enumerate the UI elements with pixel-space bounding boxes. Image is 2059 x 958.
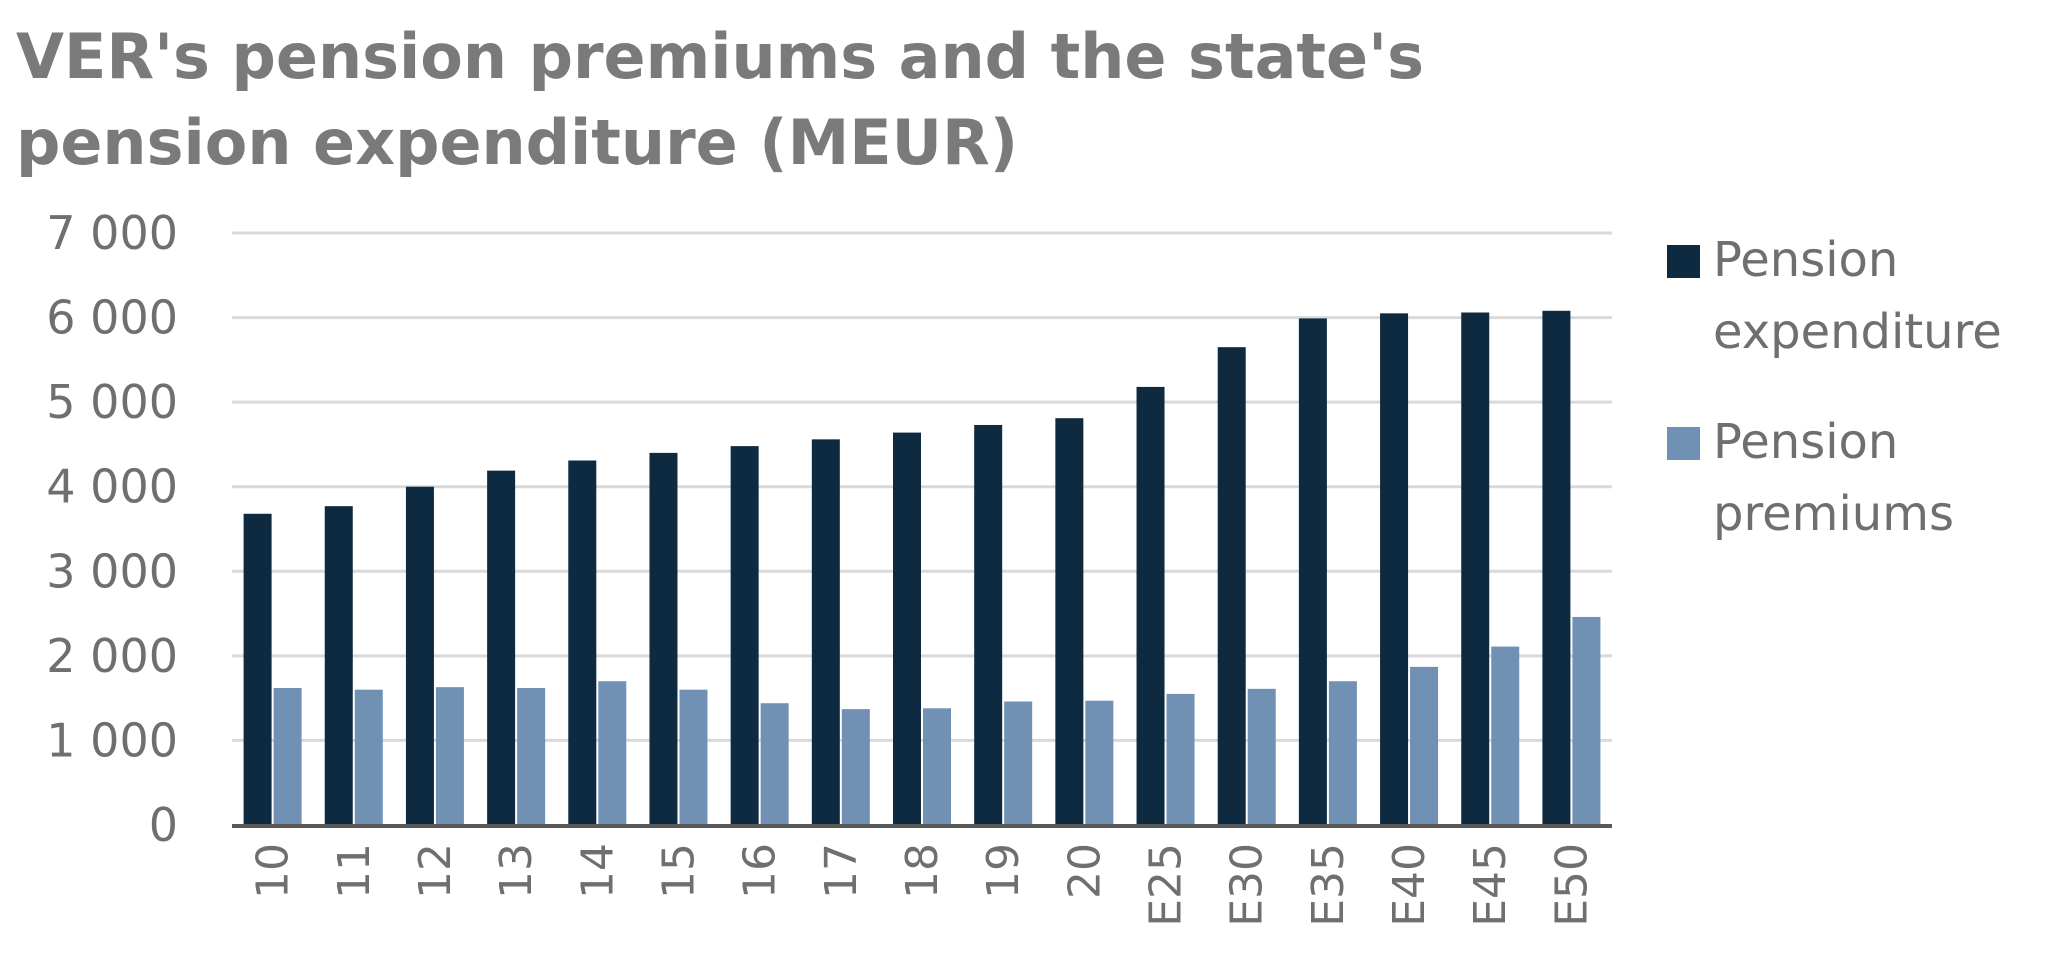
y-tick-label: 0	[149, 798, 178, 852]
x-tick-label: 13	[491, 843, 542, 899]
x-tick-label: E45	[1465, 843, 1516, 927]
y-tick-label: 3 000	[46, 544, 178, 598]
x-tick-label: 12	[410, 843, 461, 899]
bar-pension-expenditure	[649, 452, 678, 825]
bar-pension-premiums	[1410, 666, 1439, 825]
bar-pension-expenditure	[1298, 318, 1327, 825]
bar-pension-premiums	[435, 687, 464, 825]
legend-label: expenditure	[1713, 304, 2002, 360]
bar-pension-expenditure	[974, 424, 1003, 825]
bar-pension-premiums	[273, 687, 302, 825]
bar-pension-premiums	[1247, 688, 1276, 825]
y-tick-label: 2 000	[46, 629, 178, 683]
bar-pension-expenditure	[1136, 386, 1165, 825]
y-axis-ticks: 0 1 000 2 000 3 000 4 000 5 000 6 000 7 000	[46, 206, 178, 852]
bar-pension-expenditure	[568, 460, 597, 825]
bar-pension-premiums	[517, 687, 546, 825]
x-axis-ticks: 10 11 12 13 14 15 16 17 18 19 20 E25 E30 E35 E40 E45 E50	[248, 843, 1598, 927]
bar-pension-premiums	[760, 703, 789, 825]
bar-pension-premiums	[679, 689, 708, 825]
bar-pension-premiums	[1328, 681, 1357, 825]
bar-pension-premiums	[841, 709, 870, 825]
x-tick-label: 17	[816, 843, 867, 899]
x-tick-label: 19	[978, 843, 1029, 899]
legend-label: Pension	[1713, 232, 1898, 288]
bar-pension-expenditure	[893, 432, 921, 825]
legend-label: Pension	[1713, 414, 1898, 470]
bar-pension-premiums	[598, 681, 627, 825]
y-tick-label: 7 000	[46, 206, 178, 260]
y-tick-label: 1 000	[46, 713, 178, 767]
bar-pension-premiums	[923, 708, 951, 825]
chart-title: VER's pension premiums and the state's p…	[16, 20, 1424, 179]
bar-pension-premiums	[354, 689, 383, 825]
x-tick-label: 20	[1059, 843, 1110, 899]
y-tick-label: 4 000	[46, 460, 178, 514]
bar-pension-expenditure	[811, 439, 840, 825]
x-tick-label: 18	[897, 843, 948, 899]
legend-swatch	[1667, 245, 1700, 278]
x-tick-label: E25	[1141, 843, 1192, 927]
x-tick-label: 11	[329, 843, 380, 899]
x-tick-label: 16	[735, 843, 786, 899]
x-tick-label: E30	[1222, 843, 1273, 927]
bar-pension-premiums	[1166, 693, 1195, 825]
bar-pension-expenditure	[730, 446, 759, 825]
x-tick-label: E35	[1303, 843, 1354, 927]
bar-pension-premiums	[1491, 646, 1520, 825]
bar-pension-premiums	[1085, 700, 1114, 825]
x-tick-label: E40	[1384, 843, 1435, 927]
bar-pension-expenditure	[1380, 313, 1409, 825]
bar-pension-expenditure	[1461, 312, 1490, 825]
bar-pension-expenditure	[1217, 347, 1246, 825]
bars	[243, 310, 1601, 825]
x-tick-label: E50	[1546, 843, 1597, 927]
x-tick-label: 10	[248, 843, 299, 899]
x-tick-label: 15	[653, 843, 704, 899]
bar-pension-expenditure	[405, 486, 434, 825]
bar-pension-expenditure	[1055, 418, 1084, 825]
bar-pension-expenditure	[243, 513, 272, 825]
bar-pension-premiums	[1004, 701, 1033, 825]
bar-pension-expenditure	[1542, 310, 1571, 825]
legend-label: premiums	[1713, 486, 1954, 542]
x-tick-label: 14	[572, 843, 623, 899]
bar-pension-expenditure	[487, 470, 516, 825]
legend-swatch	[1667, 427, 1700, 460]
bar-pension-premiums	[1572, 616, 1601, 825]
legend: Pension expenditure Pension premiums	[1667, 232, 2002, 542]
bar-pension-expenditure	[324, 506, 353, 825]
y-tick-label: 6 000	[46, 291, 178, 345]
y-tick-label: 5 000	[46, 375, 178, 429]
